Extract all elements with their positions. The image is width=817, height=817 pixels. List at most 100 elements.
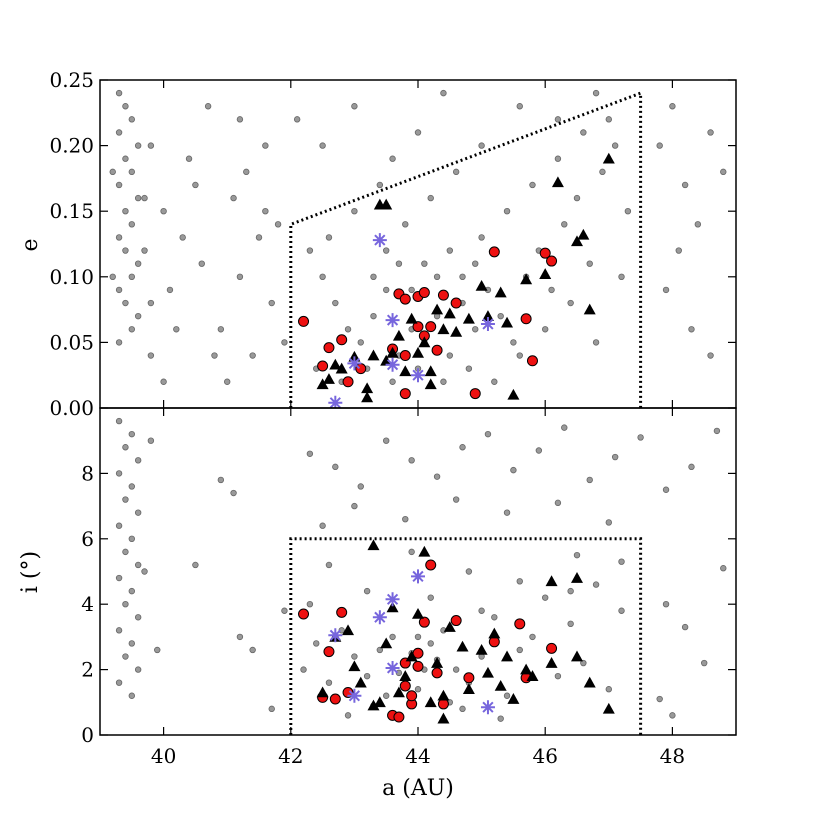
data-point [332, 299, 339, 307]
data-point [520, 663, 533, 675]
data-point [128, 221, 135, 228]
plot-area-0 [109, 89, 727, 408]
data-point [478, 142, 485, 149]
y-tick-label: 0.00 [49, 396, 94, 420]
x-tick-label: 42 [278, 744, 303, 768]
y-tick-label: 0.10 [49, 265, 94, 289]
data-point [561, 424, 568, 431]
data-point [329, 693, 341, 705]
data-point [328, 395, 343, 408]
data-point [424, 365, 437, 377]
data-point [128, 116, 135, 123]
data-point [456, 640, 469, 652]
data-point [322, 373, 335, 384]
data-point [554, 499, 562, 507]
data-point [385, 357, 400, 372]
data-point [573, 194, 581, 202]
data-point [440, 89, 447, 97]
data-point [501, 650, 514, 662]
data-point [385, 660, 400, 675]
data-point [662, 601, 670, 608]
data-point [134, 509, 142, 516]
data-point [230, 194, 237, 202]
data-point [424, 696, 437, 708]
y-tick-label: 2 [81, 658, 94, 682]
data-point [586, 260, 593, 267]
data-point [545, 575, 558, 587]
data-point [611, 453, 619, 461]
data-point [115, 89, 123, 97]
data-point [128, 640, 135, 647]
data-point [122, 299, 129, 307]
data-point [262, 142, 269, 149]
data-point [503, 509, 511, 516]
data-point [370, 273, 377, 280]
data-point [577, 228, 590, 240]
data-point [336, 334, 348, 346]
data-point [526, 670, 539, 681]
data-point [475, 643, 488, 655]
data-point [618, 607, 625, 614]
data-point [472, 260, 479, 267]
data-point [281, 607, 288, 614]
data-point [147, 299, 155, 307]
y-axis-label-inclination: i (°) [18, 551, 43, 593]
data-point [605, 116, 612, 123]
data-point [514, 618, 526, 630]
data-point [141, 194, 148, 202]
data-point [386, 601, 399, 613]
data-point [516, 578, 523, 585]
data-point [134, 194, 142, 202]
data-point [624, 207, 632, 215]
data-point [185, 155, 193, 162]
data-point [306, 601, 314, 608]
data-point [567, 299, 574, 307]
data-point [389, 155, 396, 162]
data-point [443, 307, 456, 319]
data-point [383, 286, 390, 294]
data-point [399, 365, 412, 377]
data-point [437, 689, 450, 701]
data-point [236, 273, 244, 280]
data-point [328, 628, 343, 643]
data-point [411, 569, 425, 584]
y-tick-label: 0.15 [49, 199, 94, 223]
data-point [450, 325, 463, 337]
data-point [380, 354, 393, 366]
data-point [249, 646, 256, 654]
data-point [392, 686, 405, 698]
data-point [431, 657, 444, 668]
x-tick-label: 48 [660, 744, 685, 768]
data-point [348, 350, 361, 362]
data-point [115, 286, 123, 294]
data-point [134, 666, 142, 673]
data-point [662, 286, 670, 294]
data-point [325, 679, 333, 686]
data-point [122, 548, 129, 556]
data-point [115, 679, 123, 686]
data-point [694, 221, 702, 228]
data-point [554, 672, 562, 680]
data-point [399, 350, 411, 362]
data-point [147, 142, 155, 149]
data-point [567, 587, 574, 595]
data-point [367, 539, 380, 551]
series-triangle [316, 152, 615, 403]
data-point [399, 388, 411, 400]
series-star [328, 233, 495, 408]
data-point [274, 221, 282, 228]
data-point [380, 198, 393, 210]
data-point [313, 640, 320, 647]
data-point [319, 273, 326, 280]
data-point [351, 103, 358, 110]
data-point [516, 103, 523, 110]
data-point [411, 368, 425, 383]
data-point [431, 667, 443, 679]
data-point [128, 273, 135, 280]
data-point [580, 129, 587, 136]
data-point [554, 155, 562, 162]
data-point [342, 624, 355, 636]
data-point [405, 650, 418, 662]
data-point [720, 168, 727, 176]
